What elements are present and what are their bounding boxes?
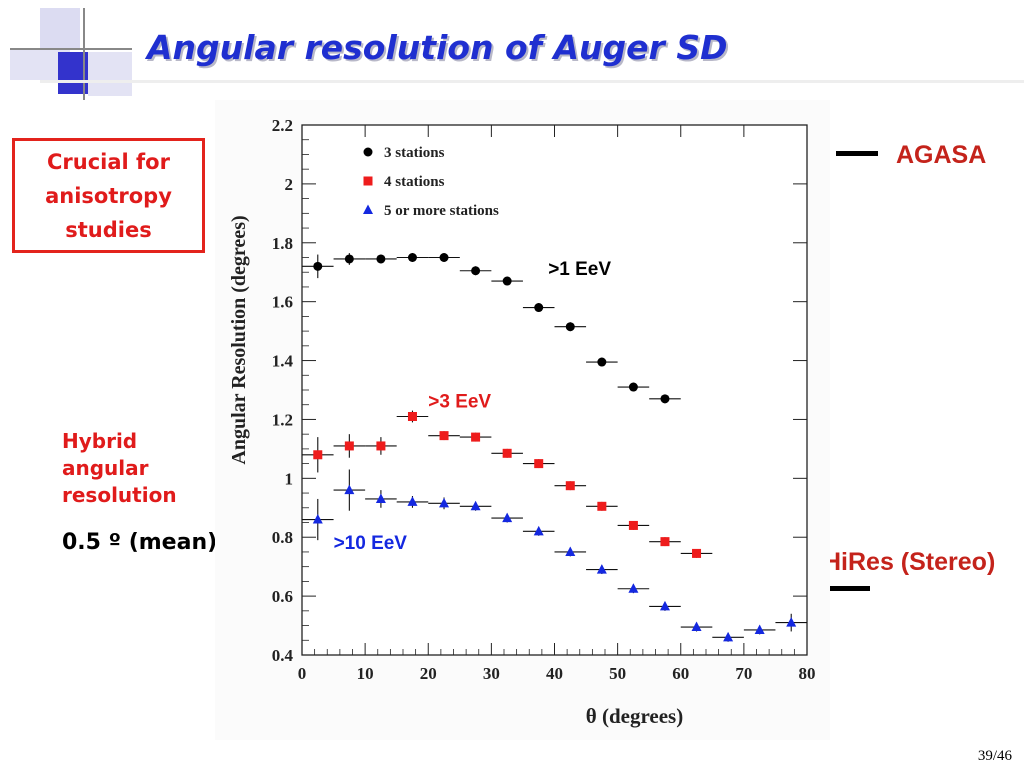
legend-label: 3 stations [384,145,445,161]
data-point-3-stations [660,394,670,404]
energy-annotation: >3 EeV [428,392,491,413]
data-point-4-stations [534,459,544,469]
x-tick-label: 40 [546,664,563,683]
x-tick-label: 30 [483,664,500,683]
data-point-3-stations [313,261,323,271]
data-point-5-or-more-stations [659,600,670,611]
decoration-line-horizontal [10,48,132,50]
y-axis-title: Angular Resolution (degrees) [228,215,250,464]
y-tick-label: 1.6 [272,293,293,312]
data-point-3-stations [597,357,607,367]
page-number: 39/46 [977,748,1012,764]
data-point-3-stations [407,253,417,262]
data-point-5-or-more-stations [470,500,481,511]
callout-box: Crucial for anisotropy studies [12,138,205,253]
decoration-line-vertical [83,8,85,100]
data-point-4-stations [565,481,575,491]
data-point-5-or-more-stations [407,496,418,506]
y-tick-label: 2.2 [272,116,293,135]
data-point-4-stations [439,431,449,441]
data-point-5-or-more-stations [723,631,734,642]
hybrid-resolution-label: Hybrid angular resolution [62,429,177,507]
y-tick-label: 1.8 [272,234,293,253]
data-point-4-stations [376,441,386,451]
data-point-3-stations [628,382,638,392]
data-point-5-or-more-stations [596,564,607,574]
legend-marker-4-stations [363,176,373,186]
data-point-5-or-more-stations [691,621,702,632]
decoration-square-light [88,52,132,96]
data-point-5-or-more-stations [344,484,355,495]
hires-level-marker [820,586,870,591]
y-tick-label: 1.4 [272,352,294,371]
data-point-4-stations [344,441,354,451]
data-point-3-stations [534,303,544,313]
energy-annotation: >10 EeV [334,533,408,554]
data-point-3-stations [502,276,512,286]
data-point-5-or-more-stations [565,546,576,556]
data-point-4-stations [471,432,481,442]
x-tick-label: 0 [298,664,307,683]
x-tick-label: 20 [420,664,437,683]
data-point-4-stations [313,450,323,460]
data-point-3-stations [344,254,354,264]
hires-label: HiRes (Stereo) [823,548,996,576]
data-point-5-or-more-stations [754,624,765,634]
y-tick-label: 1.2 [272,410,293,429]
y-tick-label: 0.6 [272,587,293,606]
slide-title: Angular resolution of Auger SD [147,28,728,67]
y-tick-label: 1 [285,469,294,488]
data-point-5-or-more-stations [312,514,323,524]
data-point-5-or-more-stations [628,583,639,593]
x-tick-label: 50 [609,664,626,683]
callout-text: Crucial for anisotropy studies [45,149,172,242]
agasa-level-marker [836,151,878,156]
y-tick-label: 0.8 [272,528,293,547]
legend-marker-3-stations [363,147,373,157]
x-tick-label: 60 [672,664,689,683]
x-tick-label: 10 [357,664,374,683]
x-tick-label: 70 [735,664,752,683]
hybrid-mean-value: 0.5 º (mean) [62,530,218,555]
data-point-5-or-more-stations [439,497,450,508]
data-point-4-stations [597,501,607,511]
data-point-4-stations [628,520,638,530]
data-point-4-stations [407,412,417,421]
legend-label: 5 or more stations [384,203,499,219]
data-point-4-stations [660,537,670,547]
data-point-4-stations [692,548,702,558]
y-tick-label: 0.4 [272,646,294,665]
data-point-3-stations [439,253,449,262]
legend-label: 4 stations [384,174,445,190]
resolution-chart: 0 10 20 30 40 50 60 70 80 0.4 0.6 0.8 1 1.2 1.4 1.6 1.8 2… [215,100,830,740]
data-point-5-or-more-stations [502,512,513,523]
y-tick-label: 2 [285,175,294,194]
data-point-3-stations [376,254,386,264]
data-point-4-stations [502,448,512,458]
agasa-label: AGASA [896,141,987,169]
data-point-3-stations [565,322,575,332]
data-point-5-or-more-stations [786,617,797,627]
x-axis-title: θ (degrees) [586,704,683,728]
plot-frame [301,124,808,656]
title-underline [40,80,1024,83]
decoration-square-light [40,8,80,48]
x-tick-label: 80 [799,664,816,683]
data-point-5-or-more-stations [533,525,544,536]
data-point-3-stations [471,266,481,276]
energy-annotation: >1 EeV [548,259,611,280]
legend-marker-5-or-more-stations [363,204,373,214]
data-point-5-or-more-stations [375,493,386,503]
